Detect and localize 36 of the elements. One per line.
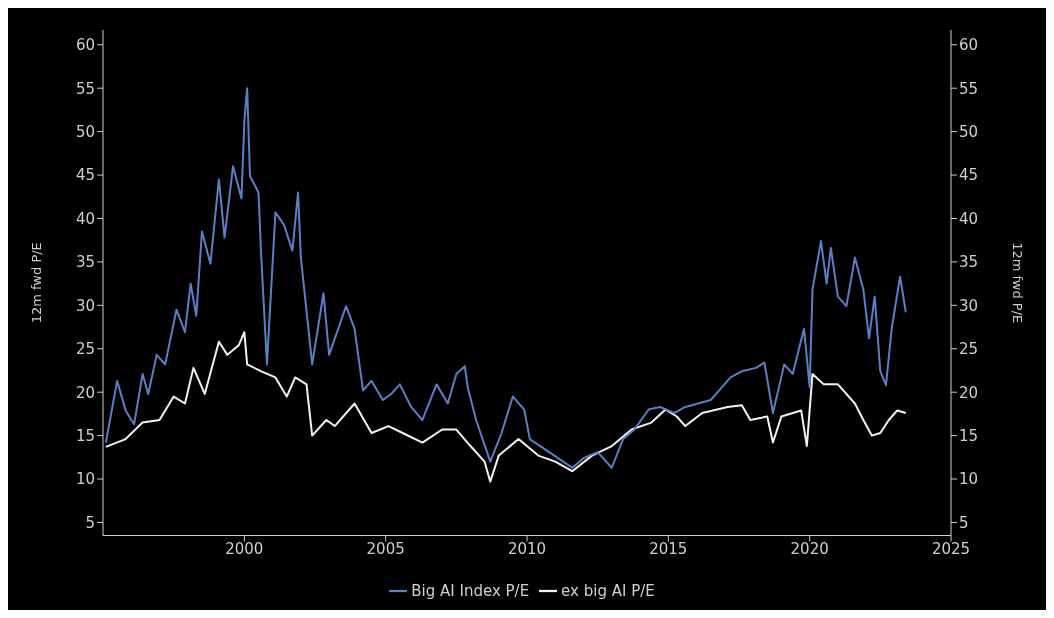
y-tick-label: 15 bbox=[75, 426, 95, 445]
y2-tick-label: 5 bbox=[959, 513, 969, 532]
y2-tick-label: 20 bbox=[959, 383, 979, 402]
y2-tick-label: 50 bbox=[959, 122, 979, 141]
y-tick-label: 10 bbox=[75, 470, 95, 489]
x-tick-label: 2000 bbox=[225, 540, 264, 559]
x-tick-label: 2020 bbox=[790, 540, 829, 559]
y-tick-label: 30 bbox=[75, 296, 95, 315]
y-tick-label: 25 bbox=[75, 340, 95, 359]
y2-tick-label: 60 bbox=[959, 36, 979, 55]
y-axis-title: 12m fwd P/E bbox=[28, 242, 44, 324]
legend-label: ex big AI P/E bbox=[561, 581, 655, 600]
y-tick-label: 55 bbox=[75, 79, 95, 98]
y2-tick-label: 40 bbox=[959, 209, 979, 228]
y2-tick-label: 45 bbox=[959, 166, 979, 185]
y-tick-label: 50 bbox=[75, 122, 95, 141]
x-tick-label: 2010 bbox=[507, 540, 547, 559]
x-tick-label: 2015 bbox=[649, 540, 688, 559]
y-tick-label: 20 bbox=[75, 383, 95, 402]
y2-tick-label: 10 bbox=[959, 470, 979, 489]
y-tick-label: 35 bbox=[75, 253, 95, 272]
line-series bbox=[104, 331, 907, 483]
y2-axis-title: 12m fwd P/E bbox=[1010, 242, 1026, 324]
y-tick-label: 45 bbox=[75, 166, 95, 185]
y2-tick-label: 25 bbox=[959, 340, 979, 359]
x-tick-label: 2005 bbox=[366, 540, 405, 559]
y2-tick-label: 35 bbox=[959, 253, 979, 272]
y-tick-label: 5 bbox=[85, 513, 95, 532]
x-tick-label: 2025 bbox=[931, 540, 971, 559]
line-series bbox=[104, 87, 907, 469]
legend-label: Big AI Index P/E bbox=[411, 581, 530, 600]
y-tick-label: 60 bbox=[75, 36, 95, 55]
y2-tick-label: 30 bbox=[959, 296, 979, 315]
y-tick-label: 40 bbox=[75, 209, 95, 228]
y2-tick-label: 15 bbox=[959, 426, 979, 445]
y2-tick-label: 55 bbox=[959, 79, 979, 98]
